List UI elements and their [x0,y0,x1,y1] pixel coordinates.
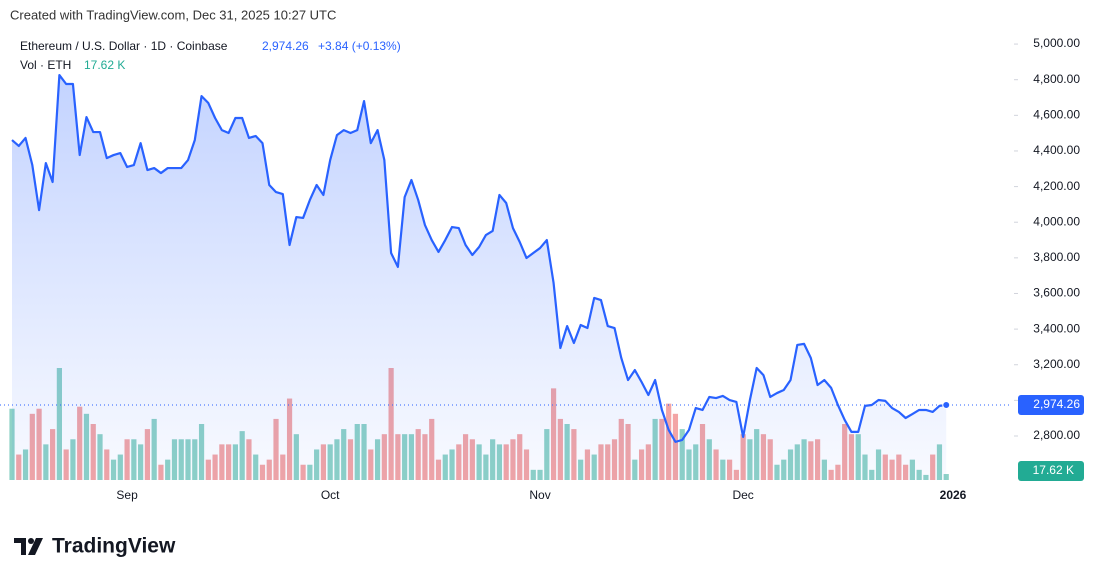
price-area [12,75,947,480]
price-tag-label: 2,974.26 [1033,397,1080,411]
legend-price: 2,974.26 [262,39,309,53]
y-tick-label: 4,600.00 [1033,108,1080,122]
y-tick-label: 3,600.00 [1033,286,1080,300]
x-tick-label: Sep [116,488,138,502]
price-line [11,73,947,443]
legend-volume-value: 17.62 K [84,58,125,72]
legend-volume: Vol · ETH [20,58,71,72]
brand: TradingView [52,535,176,558]
y-tick-label: 3,400.00 [1033,321,1080,335]
y-tick-label: 4,800.00 [1033,72,1080,86]
y-tick-label: 3,200.00 [1033,357,1080,371]
y-tick-label: 2,800.00 [1033,428,1080,442]
volume-tag-label: 17.62 K [1033,463,1074,477]
y-tick-label: 5,000.00 [1033,36,1080,50]
legend-change: +3.84 (+0.13%) [318,39,401,53]
legend-title: Ethereum / U.S. Dollar · 1D · Coinbase [20,39,228,53]
x-tick-label: 2026 [940,488,967,502]
last-point [942,400,951,409]
price-tag [1018,394,1084,415]
volume-tag [1018,461,1084,481]
y-tick-label: 4,200.00 [1033,179,1080,193]
y-tick-label: 4,000.00 [1033,214,1080,228]
logo-icon [14,538,43,555]
y-tick-label: 3,800.00 [1033,250,1080,264]
x-tick-label: Dec [732,488,753,502]
y-tick-label: 4,400.00 [1033,143,1080,157]
x-tick-label: Oct [321,488,340,502]
created-note: Created with TradingView.com, Dec 31, 20… [10,7,336,22]
x-tick-label: Nov [529,488,550,502]
